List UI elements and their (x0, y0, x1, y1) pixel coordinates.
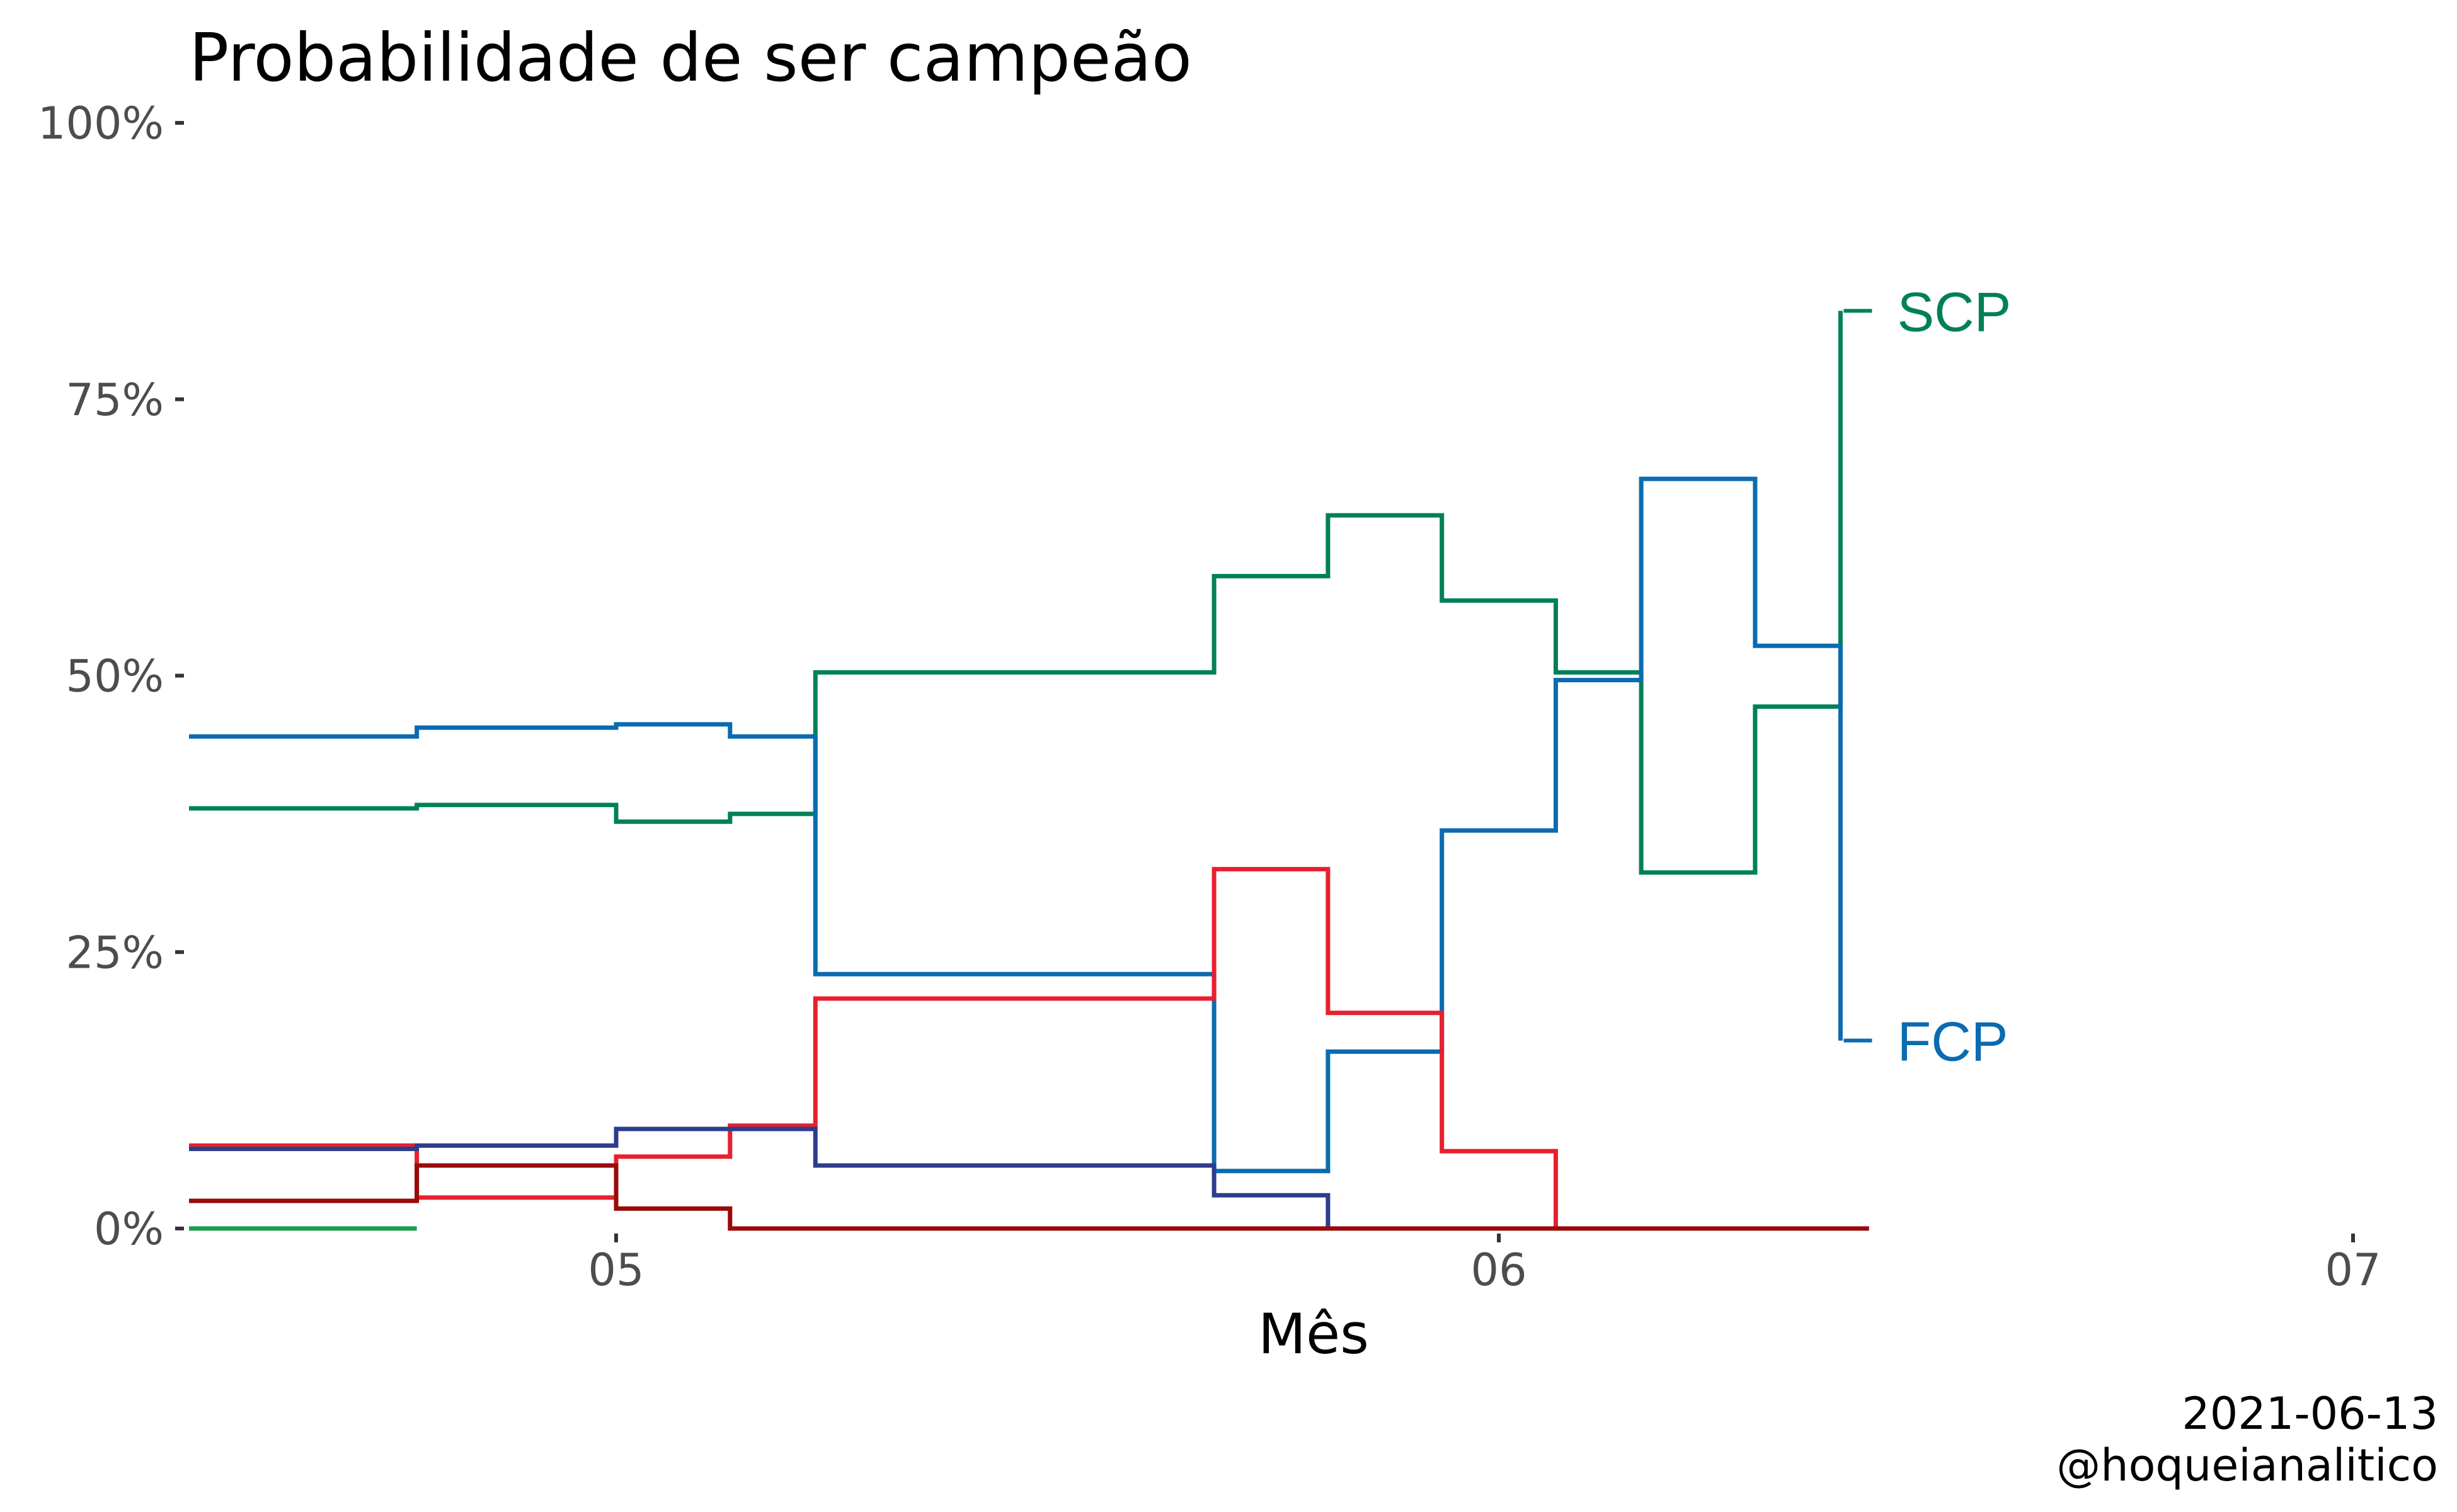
series-line-scp (189, 311, 1843, 875)
series-end-labels: SCP FCP (1843, 280, 2011, 1073)
x-tick-label: 07 (2325, 1244, 2381, 1296)
y-tick-label: 25% (66, 927, 164, 978)
x-axis: 05 06 07 (588, 1234, 2381, 1296)
caption-date: 2021-06-13 (2182, 1388, 2438, 1440)
x-axis-title: Mês (1258, 1302, 1369, 1366)
series-line-team-5 (189, 1163, 1869, 1231)
x-tick-label: 06 (1471, 1244, 1527, 1296)
y-axis: 0% 25% 50% 75% 100% (38, 98, 184, 1255)
x-tick-label: 05 (588, 1244, 644, 1296)
series-layer (189, 311, 1869, 1231)
chart-title: Probabilidade de ser campeão (189, 20, 1192, 96)
series-line-fcp (189, 476, 1843, 1174)
y-tick-label: 0% (94, 1203, 164, 1255)
y-tick-label: 50% (66, 651, 164, 702)
series-end-label-fcp: FCP (1897, 1011, 2008, 1073)
y-tick-label: 100% (38, 98, 164, 149)
series-end-label-scp: SCP (1897, 280, 2011, 343)
caption-handle: @hoqueianalitico (2056, 1440, 2438, 1491)
y-tick-label: 75% (66, 374, 164, 426)
series-line-team-4 (189, 1126, 1869, 1231)
series-line-team-3 (189, 867, 1869, 1231)
